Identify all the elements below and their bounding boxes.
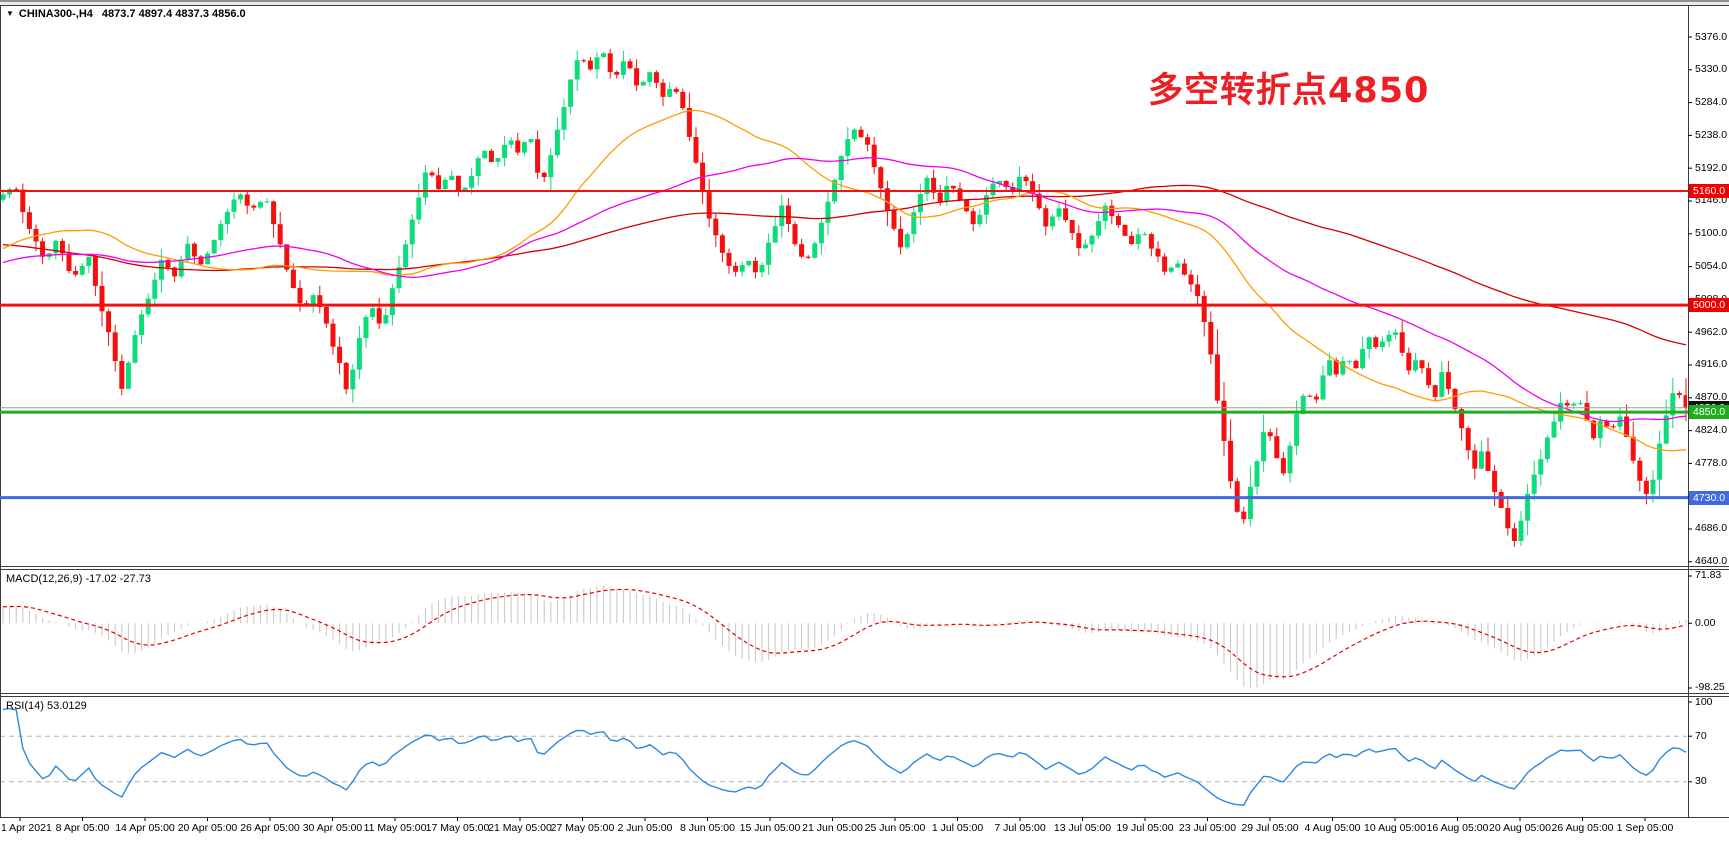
- ohlc-values: 4873.7 4897.4 4837.3 4856.0: [101, 8, 246, 20]
- annotation-text[interactable]: 多空转折点4850: [1148, 71, 1430, 111]
- symbol-dropdown-icon[interactable]: ▼: [6, 9, 14, 18]
- macd-indicator-label: MACD(12,26,9) -17.02 -27.73: [6, 573, 151, 585]
- symbol-timeframe-label: CHINA300-,H4: [18, 8, 93, 20]
- rsi-indicator-label: RSI(14) 53.0129: [6, 700, 87, 712]
- chart-title: ▼ CHINA300-,H4 4873.7 4897.4 4837.3 4856.0: [6, 8, 246, 20]
